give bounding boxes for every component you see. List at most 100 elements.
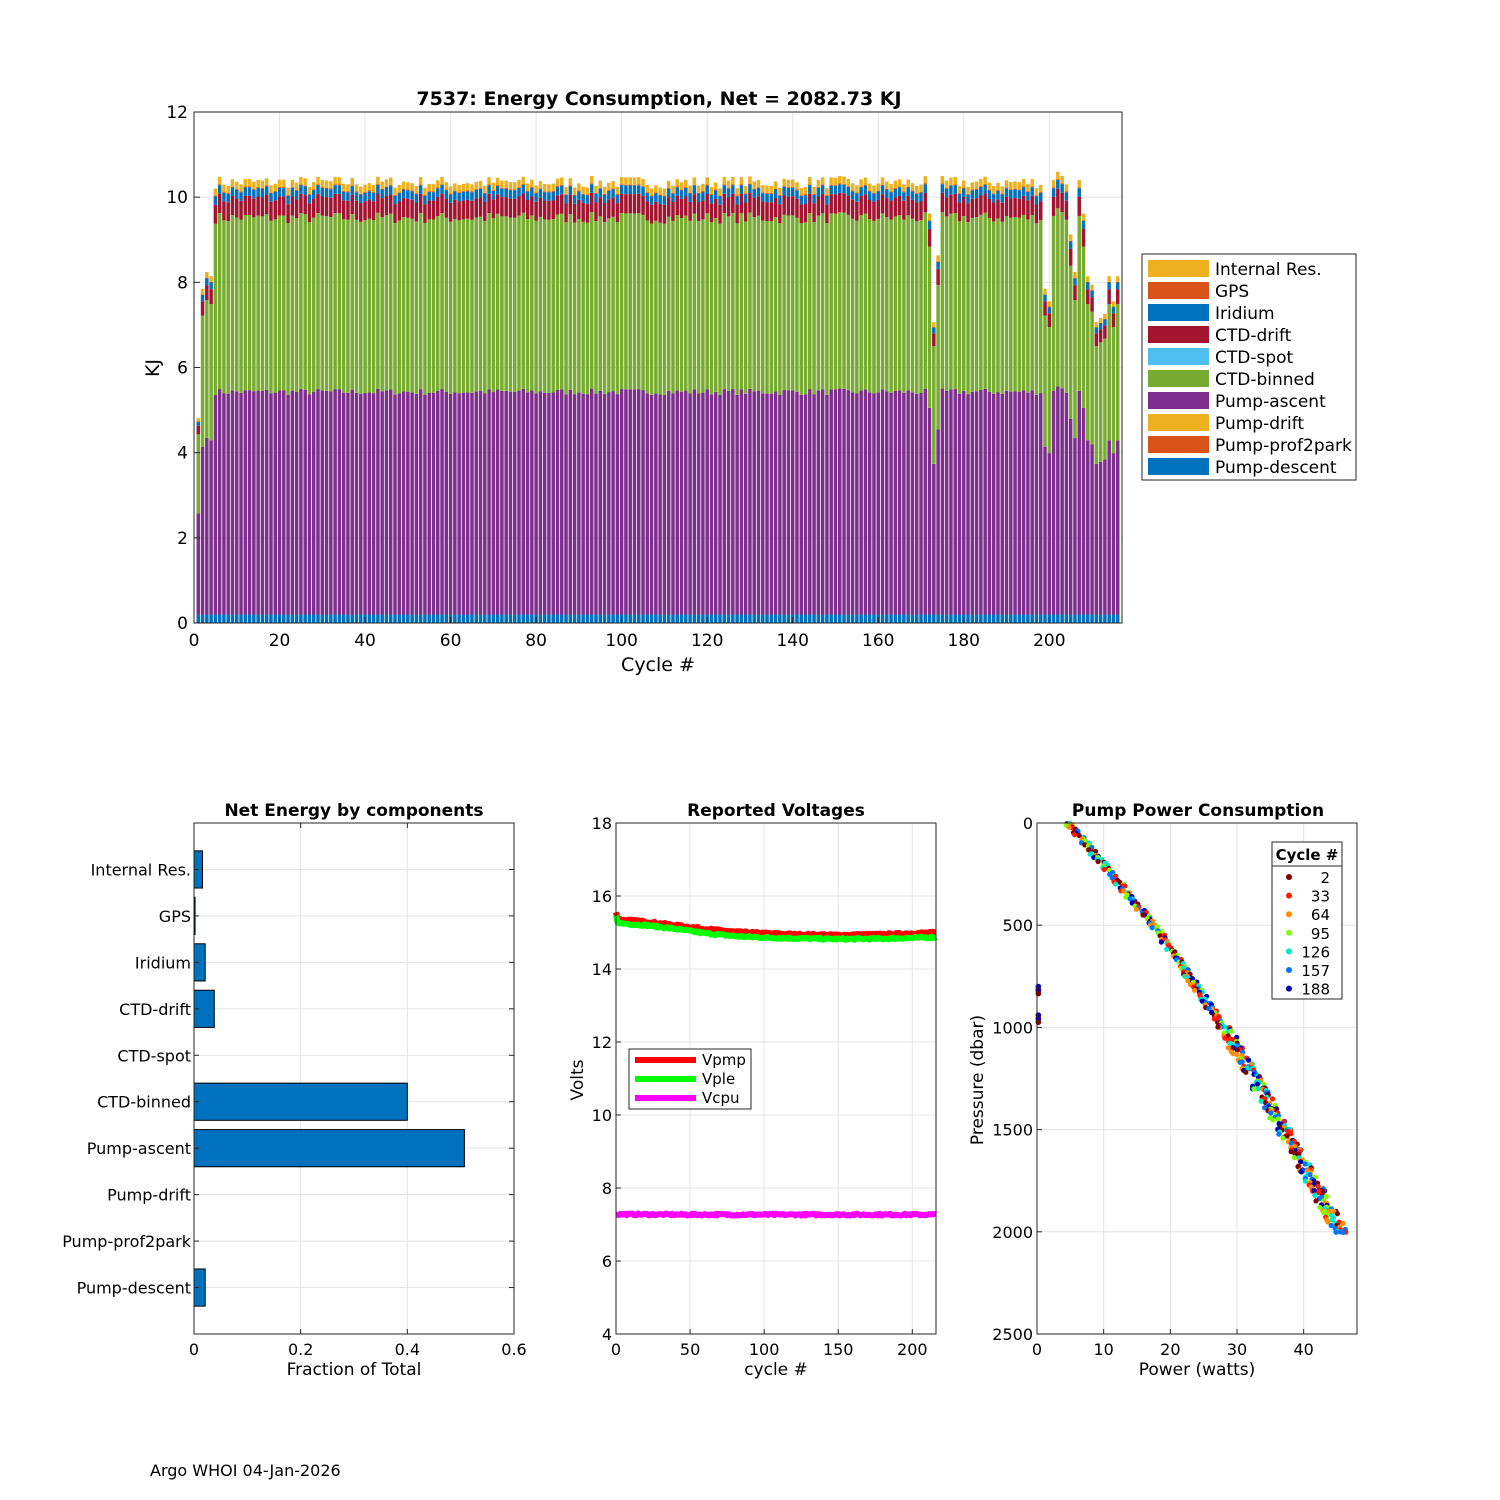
energy-bar-segment (944, 197, 949, 217)
energy-bar-segment (739, 614, 744, 623)
energy-bar-segment (803, 195, 808, 204)
energy-bar-segment (1094, 346, 1099, 464)
energy-bar-segment (589, 212, 594, 389)
energy-bar-segment (645, 201, 650, 221)
energy-y-tick-label: 2 (177, 529, 188, 549)
energy-bar-segment (953, 185, 957, 194)
energy-legend-label: Pump-drift (1215, 414, 1304, 434)
energy-bar-segment (1000, 193, 1005, 195)
energy-bar-segment (991, 194, 996, 203)
components-y-tick-label: Pump-prof2park (62, 1232, 192, 1251)
energy-bar-segment (666, 188, 671, 198)
energy-bar-segment (885, 181, 889, 189)
energy-bar-segment (1017, 217, 1022, 392)
energy-bar-segment (970, 190, 975, 199)
energy-bar-segment (226, 193, 230, 194)
energy-bar-segment (713, 182, 718, 190)
energy-bar-segment (585, 394, 590, 615)
energy-bar-segment (726, 216, 731, 391)
energy-bar-segment (380, 614, 384, 623)
energy-bar-segment (885, 217, 889, 392)
energy-bar-segment (1021, 195, 1026, 215)
energy-bar-segment (512, 391, 517, 615)
energy-bar-segment (495, 389, 500, 615)
energy-bar-segment (872, 201, 876, 221)
energy-bar-segment (782, 186, 786, 196)
energy-bar-segment (983, 388, 987, 615)
pump-point (1095, 858, 1101, 865)
energy-bar-segment (632, 194, 637, 214)
energy-bar-segment (196, 421, 201, 426)
energy-bar-segment (833, 184, 838, 186)
energy-bar-segment (658, 195, 662, 204)
energy-bar-segment (718, 195, 722, 197)
energy-bar-segment (393, 204, 397, 223)
energy-bar-segment (521, 184, 526, 185)
energy-bar-segment (457, 220, 461, 394)
energy-bar-segment (1034, 196, 1039, 205)
pump-legend-marker (1286, 948, 1292, 955)
energy-bar-segment (752, 189, 756, 198)
energy-bar-segment (1073, 285, 1077, 301)
energy-bar-segment (756, 215, 761, 391)
energy-bar-segment (880, 389, 885, 615)
energy-bar-segment (761, 193, 765, 202)
voltages-axes-box (615, 822, 937, 1335)
energy-bar-segment (436, 187, 440, 189)
energy-bar-segment (222, 201, 226, 221)
energy-bar-segment (457, 192, 461, 193)
energy-bar-segment (363, 192, 367, 202)
energy-bar-segment (671, 185, 675, 193)
energy-bar-segment (709, 614, 714, 623)
energy-bar-segment (979, 195, 983, 215)
pump-point (1109, 875, 1115, 881)
energy-bar-segment (739, 184, 744, 186)
energy-bar-segment (619, 176, 624, 185)
voltages-legend-label: Vple (702, 1070, 735, 1088)
energy-bar-segment (820, 184, 825, 186)
energy-bar-segment (1013, 198, 1017, 218)
energy-bar-segment (705, 213, 709, 390)
energy-bar-segment (474, 391, 479, 615)
energy-bar-segment (923, 184, 928, 193)
energy-bar-segment (846, 187, 851, 196)
energy-bar-segment (987, 218, 992, 392)
energy-bar-segment (324, 180, 329, 188)
energy-bar-segment (209, 304, 213, 441)
energy-bar-segment (230, 196, 235, 216)
energy-bar-segment (1051, 187, 1056, 189)
energy-bar-segment (230, 187, 235, 197)
energy-bar-segment (893, 187, 898, 189)
energy-bar-segment (256, 187, 260, 189)
voltages-y-tick-label: 16 (592, 887, 612, 906)
pump-point (1302, 1161, 1308, 1167)
energy-bar-segment (341, 191, 346, 201)
energy-bar-segment (850, 218, 855, 393)
energy-bar-segment (816, 215, 821, 391)
energy-bar-segment (846, 195, 851, 215)
energy-bar-segment (585, 194, 590, 196)
energy-bar-segment (731, 614, 735, 623)
energy-bar-segment (1034, 188, 1039, 196)
energy-bar-segment (1107, 289, 1111, 305)
energy-bar-segment (641, 186, 645, 188)
energy-bar-segment (1043, 301, 1047, 316)
energy-bar-segment (876, 183, 880, 191)
energy-bar-segment (226, 193, 230, 203)
energy-bar-segment (465, 191, 470, 200)
pump-point-outlier (1035, 1019, 1042, 1026)
energy-bar-segment (1030, 195, 1034, 215)
energy-bar-segment (453, 183, 457, 191)
energy-bar-segment (230, 390, 235, 615)
pump-x-tick-label: 0 (1032, 1340, 1042, 1359)
energy-bar-segment (893, 216, 898, 391)
energy-bar-segment (637, 184, 641, 186)
energy-bar-segment (739, 193, 744, 214)
voltages-y-tick-label: 14 (592, 960, 612, 979)
energy-bar-segment (632, 614, 637, 623)
energy-bar-segment (264, 185, 269, 187)
energy-bar-segment (521, 184, 526, 194)
energy-bar-segment (427, 392, 431, 615)
energy-bar-segment (974, 189, 979, 199)
energy-bar-segment (1013, 181, 1017, 189)
